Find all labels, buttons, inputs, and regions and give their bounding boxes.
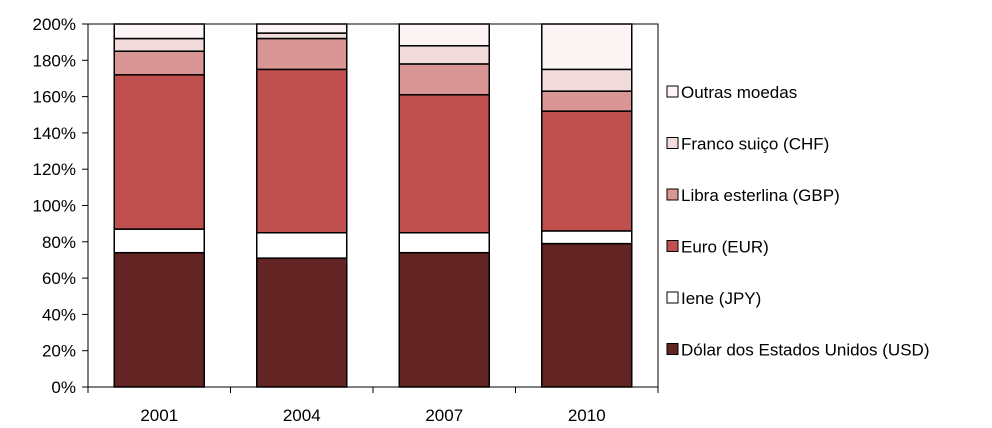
x-tick-label: 2007 [425, 406, 463, 425]
bar-segment-2007-1 [398, 231, 490, 254]
y-tick-label: 180% [33, 51, 76, 70]
legend-label: Euro (EUR) [681, 238, 769, 257]
bar-segment-2007-2 [398, 94, 490, 234]
legend-swatch [666, 343, 679, 355]
bar-segment-2004-2 [256, 68, 348, 234]
legend-label: Outras moedas [681, 83, 797, 102]
legend-label: Dólar dos Estados Unidos (USD) [681, 341, 929, 360]
legend-swatch [666, 188, 679, 201]
bar-segment-2001-2 [113, 74, 205, 230]
bar-segment-2004-3 [256, 37, 348, 71]
bar-segment-2001-4 [113, 37, 205, 52]
bar-segment-2007-0 [398, 251, 490, 388]
y-tick-label: 140% [33, 124, 76, 143]
bar-segment-2007-3 [398, 63, 490, 96]
legend-label: Iene (JPY) [681, 289, 761, 308]
bar-segment-2010-4 [541, 68, 633, 92]
bar-segment-2010-5 [541, 23, 633, 71]
legend: Outras moedas Franco suiço (CHF) Libra est… [666, 83, 929, 360]
y-axis-labels: 0% 20% 40% 60% 80% 100% 120% 140% 160% 180% 200% [33, 15, 88, 397]
bar-segment-2010-2 [541, 110, 633, 232]
bar-segment-2001-3 [113, 50, 205, 76]
y-tick-label: 200% [33, 15, 76, 34]
x-axis-labels: 2001 2004 2007 2010 [87, 387, 659, 425]
legend-swatch [666, 291, 679, 304]
bar-segment-2001-5 [113, 23, 205, 40]
legend-label: Franco suiço (CHF) [681, 135, 829, 154]
legend-swatch [666, 85, 679, 98]
y-tick-label: 0% [51, 378, 76, 397]
x-tick-label: 2010 [568, 406, 606, 425]
y-tick-label: 60% [42, 269, 76, 288]
bar-segment-2010-1 [541, 230, 633, 245]
bar-segment-2004-1 [256, 231, 348, 259]
bar-segment-2001-0 [113, 251, 205, 388]
y-tick-label: 120% [33, 160, 76, 179]
bar-segment-2007-5 [398, 23, 490, 47]
bar-segment-2004-0 [256, 257, 348, 388]
bar-segment-2004-4 [256, 32, 348, 40]
bar-segment-2010-3 [541, 90, 633, 112]
y-tick-label: 160% [33, 88, 76, 107]
x-tick-label: 2004 [283, 406, 321, 425]
y-tick-label: 80% [42, 233, 76, 252]
legend-swatch [666, 240, 679, 252]
bar-segment-2004-5 [256, 23, 348, 34]
bar-segment-2010-0 [541, 242, 633, 388]
plot-area [87, 23, 659, 388]
bar-segment-2007-4 [398, 45, 490, 65]
legend-label: Libra esterlina (GBP) [681, 186, 840, 205]
y-tick-label: 20% [42, 342, 76, 361]
bar-segment-2001-1 [113, 228, 205, 254]
legend-swatch [666, 137, 679, 149]
y-tick-label: 100% [33, 197, 76, 216]
x-tick-label: 2001 [140, 406, 178, 425]
y-tick-label: 40% [42, 305, 76, 324]
